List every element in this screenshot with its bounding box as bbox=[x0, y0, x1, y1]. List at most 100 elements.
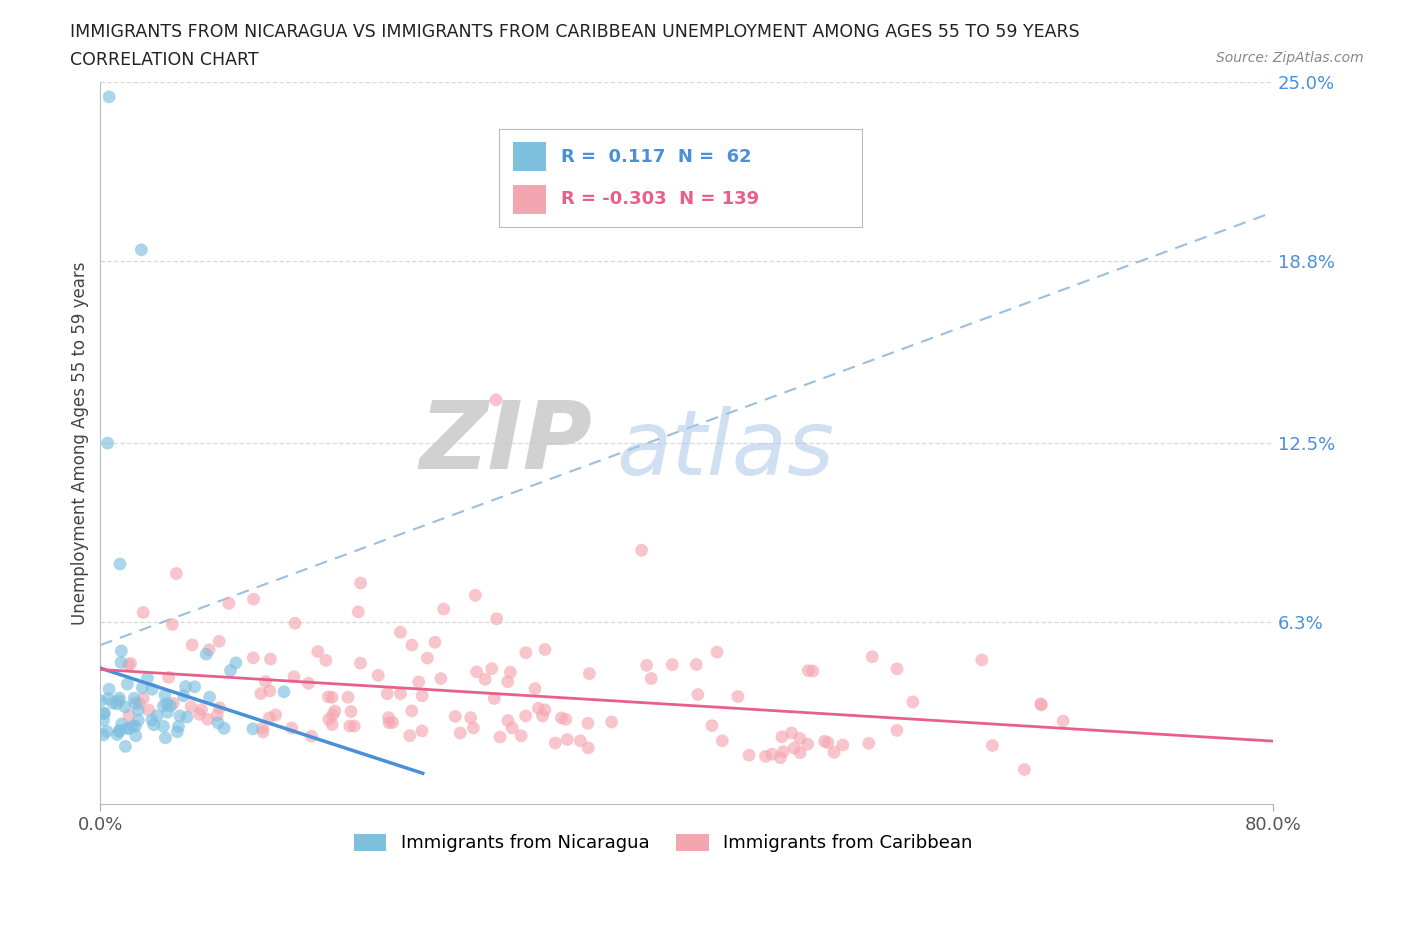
Point bbox=[343, 719, 366, 734]
Point bbox=[789, 731, 811, 746]
Point bbox=[111, 716, 134, 731]
Point bbox=[706, 644, 728, 659]
Point bbox=[340, 704, 363, 719]
Point bbox=[98, 682, 121, 697]
Point bbox=[489, 730, 512, 745]
Point bbox=[212, 721, 235, 736]
Point bbox=[97, 691, 120, 706]
Point bbox=[124, 719, 146, 734]
Point bbox=[377, 711, 399, 725]
Point bbox=[772, 744, 794, 759]
Point bbox=[93, 712, 115, 727]
Point bbox=[769, 751, 792, 765]
Point bbox=[727, 689, 749, 704]
Point bbox=[273, 684, 295, 699]
Point bbox=[484, 691, 506, 706]
Point bbox=[321, 717, 343, 732]
Point bbox=[578, 666, 600, 681]
Point bbox=[411, 688, 433, 703]
Text: CORRELATION CHART: CORRELATION CHART bbox=[70, 51, 259, 69]
Point bbox=[157, 670, 180, 684]
Point bbox=[114, 699, 136, 714]
Point bbox=[190, 702, 212, 717]
Point bbox=[259, 684, 281, 698]
Point bbox=[527, 700, 550, 715]
Point bbox=[323, 704, 346, 719]
Point bbox=[783, 740, 806, 755]
Point bbox=[981, 738, 1004, 753]
Point bbox=[686, 687, 709, 702]
Point bbox=[122, 691, 145, 706]
Point bbox=[108, 691, 131, 706]
Point bbox=[485, 392, 508, 407]
Point bbox=[152, 698, 174, 713]
Point bbox=[555, 732, 578, 747]
Point bbox=[128, 696, 150, 711]
Point bbox=[198, 643, 221, 658]
Point bbox=[510, 728, 533, 743]
Point bbox=[197, 711, 219, 726]
Point bbox=[401, 703, 423, 718]
Point bbox=[117, 721, 139, 736]
Point bbox=[138, 703, 160, 718]
Point bbox=[797, 663, 820, 678]
Point bbox=[770, 729, 793, 744]
Point bbox=[886, 723, 908, 737]
Point bbox=[600, 714, 623, 729]
Point bbox=[108, 556, 131, 571]
Point bbox=[93, 706, 115, 721]
Point bbox=[132, 605, 155, 620]
Point bbox=[127, 703, 149, 718]
Point bbox=[125, 728, 148, 743]
Point bbox=[136, 671, 159, 685]
Point bbox=[754, 749, 776, 764]
Point bbox=[481, 661, 503, 676]
Point bbox=[321, 690, 343, 705]
Point bbox=[207, 715, 229, 730]
Point bbox=[1014, 763, 1036, 777]
Point bbox=[544, 736, 567, 751]
Point bbox=[661, 658, 683, 672]
Point bbox=[284, 616, 307, 631]
Point bbox=[318, 689, 340, 704]
Point bbox=[318, 711, 340, 726]
Y-axis label: Unemployment Among Ages 55 to 59 years: Unemployment Among Ages 55 to 59 years bbox=[72, 261, 89, 625]
Point bbox=[124, 696, 146, 711]
Point bbox=[259, 711, 281, 725]
Text: Source: ZipAtlas.com: Source: ZipAtlas.com bbox=[1216, 51, 1364, 65]
Point bbox=[576, 740, 599, 755]
Point bbox=[463, 721, 485, 736]
Point bbox=[534, 642, 557, 657]
Point bbox=[496, 674, 519, 689]
Point bbox=[225, 656, 247, 671]
Point bbox=[449, 725, 471, 740]
Point bbox=[411, 724, 433, 738]
Point bbox=[242, 722, 264, 737]
Point bbox=[813, 734, 835, 749]
Point bbox=[169, 709, 191, 724]
Point bbox=[93, 706, 115, 721]
Point bbox=[108, 724, 131, 738]
Point bbox=[98, 89, 121, 104]
Point bbox=[501, 721, 523, 736]
Point bbox=[181, 637, 204, 652]
Point bbox=[218, 596, 240, 611]
Point bbox=[640, 671, 662, 686]
Point bbox=[817, 735, 839, 750]
Point bbox=[132, 691, 155, 706]
Point bbox=[188, 707, 211, 722]
Point bbox=[444, 709, 467, 724]
Point bbox=[700, 718, 723, 733]
Point bbox=[831, 737, 853, 752]
Point bbox=[208, 700, 231, 715]
Point bbox=[198, 690, 221, 705]
Point bbox=[207, 708, 229, 723]
Point bbox=[131, 680, 153, 695]
Point bbox=[433, 602, 456, 617]
Point bbox=[97, 435, 120, 450]
Point bbox=[105, 697, 128, 711]
Point bbox=[167, 719, 190, 734]
Point bbox=[464, 588, 486, 603]
Point bbox=[636, 658, 658, 672]
Point bbox=[1031, 698, 1053, 712]
